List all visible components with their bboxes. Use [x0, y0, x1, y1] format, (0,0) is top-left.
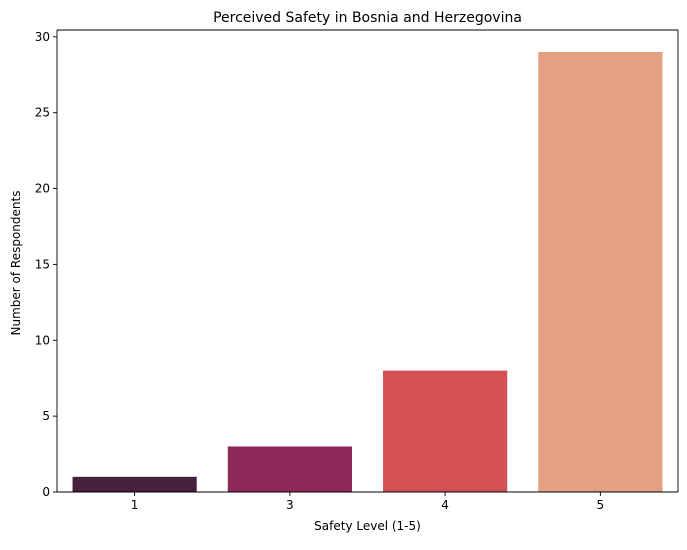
x-tick-label-1: 1 — [131, 498, 139, 512]
axes-layer: 0 5 10 15 20 25 30 1 3 4 5 — [35, 29, 679, 512]
bar-5 — [538, 52, 663, 492]
bar-1 — [72, 476, 197, 492]
y-axis-title: Number of Respondents — [9, 191, 23, 336]
y-tick-label-25: 25 — [35, 106, 50, 120]
x-tick-label-3: 3 — [286, 498, 294, 512]
bar-4 — [383, 370, 508, 492]
y-tick-label-5: 5 — [42, 409, 50, 423]
bars-layer — [72, 52, 663, 492]
y-tick-label-15: 15 — [35, 257, 50, 271]
x-tick-label-5: 5 — [597, 498, 605, 512]
x-tick-label-4: 4 — [441, 498, 449, 512]
x-axis-title: Safety Level (1-5) — [314, 519, 421, 533]
chart-title: Perceived Safety in Bosnia and Herzegovi… — [213, 10, 522, 26]
y-tick-label-0: 0 — [42, 485, 50, 499]
y-tick-label-10: 10 — [35, 333, 50, 347]
y-tick-label-30: 30 — [35, 30, 50, 44]
bar-3 — [227, 446, 352, 492]
y-tick-label-20: 20 — [35, 182, 50, 196]
